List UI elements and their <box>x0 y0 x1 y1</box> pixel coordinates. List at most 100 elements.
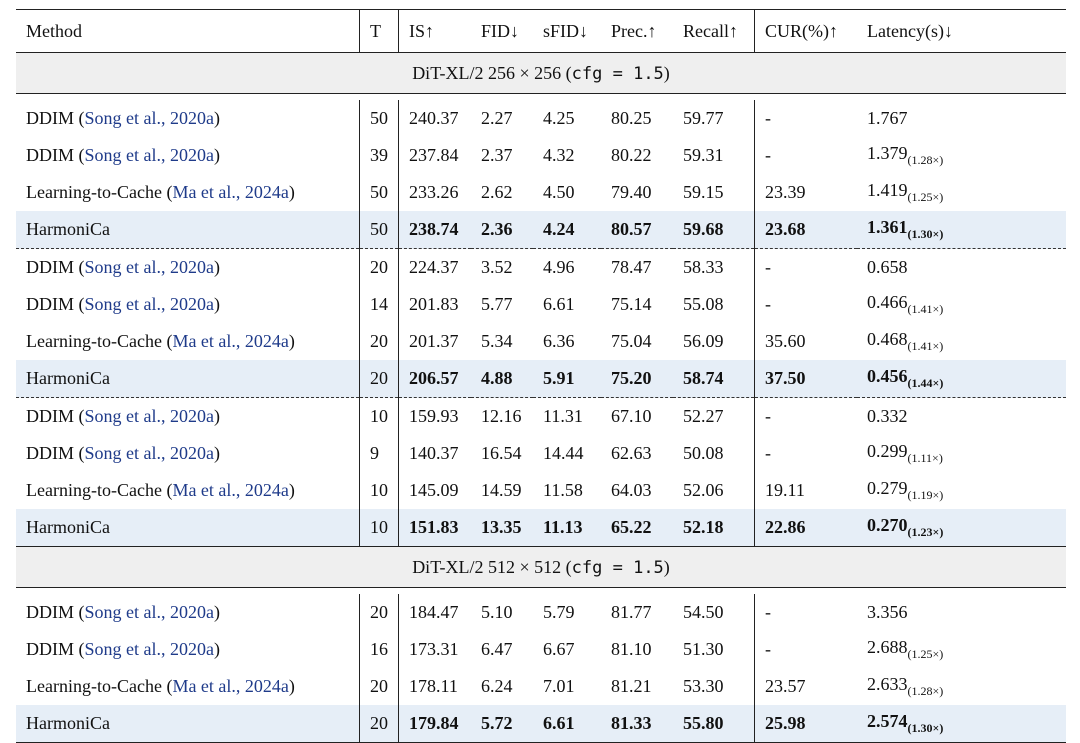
section-header-row: DiT-XL/2 512 × 512 (cfg = 1.5) <box>16 546 1066 588</box>
sfid-cell: 6.61 <box>543 294 575 314</box>
header-latency: Latency(s)↓ <box>857 9 1066 53</box>
speedup-subscript: (1.11×) <box>907 451 943 465</box>
sfid-cell: 4.32 <box>543 145 575 165</box>
method-cell: Learning-to-Cache (Ma et al., 2024a) <box>16 668 360 705</box>
header-t: T <box>359 9 399 53</box>
table-row: Learning-to-Cache (Ma et al., 2024a) 20 17… <box>16 668 1066 705</box>
method-cell: DDIM (Song et al., 2020a) <box>16 631 360 668</box>
method-cell: DDIM (Song et al., 2020a) <box>16 398 360 436</box>
recall-cell: 53.30 <box>683 676 724 696</box>
speedup-subscript: (1.25×) <box>907 190 944 204</box>
method-cell: DDIM (Song et al., 2020a) <box>16 249 360 287</box>
citation-link: Ma et al., 2024a <box>172 676 289 696</box>
recall-cell: 59.77 <box>683 108 724 128</box>
prec-cell: 75.04 <box>611 331 652 351</box>
fid-cell: 2.62 <box>481 182 513 202</box>
fid-cell: 5.77 <box>481 294 513 314</box>
prec-cell: 81.10 <box>611 639 652 659</box>
t-cell: 20 <box>359 360 399 398</box>
cite-close: ) <box>288 182 295 202</box>
method-name: Learning-to-Cache <box>26 480 162 500</box>
table-row: DDIM (Song et al., 2020a) 14 201.83 5.77 6.6… <box>16 286 1066 323</box>
method-cell: Learning-to-Cache (Ma et al., 2024a) <box>16 174 360 211</box>
citation-link: Song et al., 2020a <box>84 639 214 659</box>
t-cell: 20 <box>359 668 399 705</box>
recall-cell: 58.74 <box>673 360 755 398</box>
speedup-subscript: (1.44×) <box>907 376 944 390</box>
cur-cell: 37.50 <box>754 360 857 398</box>
latency-value: 0.468 <box>867 329 908 349</box>
is-cell: 206.57 <box>398 360 471 398</box>
method-cell: DDIM (Song et al., 2020a) <box>16 137 360 174</box>
section-title: DiT-XL/2 512 × 512 (cfg = 1.5) <box>16 546 1066 588</box>
fid-cell: 2.27 <box>481 108 513 128</box>
header-cur: CUR(%)↑ <box>754 9 857 53</box>
is-cell: 145.09 <box>398 472 471 509</box>
cite-open: ( <box>74 602 85 622</box>
method-name: HarmoniCa <box>26 368 110 388</box>
prec-cell: 80.57 <box>601 211 673 249</box>
prec-cell: 81.77 <box>611 602 652 622</box>
fid-cell: 5.34 <box>481 331 513 351</box>
recall-cell: 59.15 <box>683 182 724 202</box>
recall-cell: 55.80 <box>673 705 755 743</box>
method-cell: HarmoniCa <box>16 705 360 743</box>
header-is: IS↑ <box>398 9 471 53</box>
sfid-cell: 4.50 <box>543 182 575 202</box>
method-name: DDIM <box>26 145 74 165</box>
citation-link: Song et al., 2020a <box>84 602 214 622</box>
method-cell: Learning-to-Cache (Ma et al., 2024a) <box>16 323 360 360</box>
method-cell: HarmoniCa <box>16 360 360 398</box>
latency-cell: 2.688(1.25×) <box>857 631 1066 668</box>
latency-cell: 0.466(1.41×) <box>857 286 1066 323</box>
cite-close: ) <box>213 108 220 128</box>
is-cell: 179.84 <box>398 705 471 743</box>
cite-open: ( <box>74 145 85 165</box>
cite-open: ( <box>74 443 85 463</box>
t-cell: 16 <box>359 631 399 668</box>
table-row: DDIM (Song et al., 2020a) 20 184.47 5.10 5.7… <box>16 594 1066 631</box>
sfid-cell: 4.24 <box>533 211 601 249</box>
is-cell: 238.74 <box>398 211 471 249</box>
cur-cell: - <box>754 248 857 286</box>
cite-close: ) <box>213 406 220 426</box>
table-row: HarmoniCa 10 151.83 13.35 11.13 65.22 52.18 22.… <box>16 509 1066 547</box>
fid-cell: 2.37 <box>481 145 513 165</box>
citation-link: Song et al., 2020a <box>84 257 214 277</box>
section-title-suffix: ) <box>663 556 670 577</box>
section-title-prefix: DiT-XL/2 256 × 256 ( <box>412 62 572 83</box>
method-name: Learning-to-Cache <box>26 676 162 696</box>
recall-cell: 52.27 <box>683 406 724 426</box>
fid-cell: 6.47 <box>481 639 513 659</box>
prec-cell: 64.03 <box>611 480 652 500</box>
latency-value: 0.332 <box>867 406 908 426</box>
speedup-subscript: (1.30×) <box>907 721 944 735</box>
is-cell: 224.37 <box>398 248 471 286</box>
latency-cell: 2.574(1.30×) <box>857 705 1066 743</box>
recall-cell: 52.18 <box>673 509 755 547</box>
latency-value: 2.633 <box>867 674 908 694</box>
table-row: HarmoniCa 20 206.57 4.88 5.91 75.20 58.74 37.50… <box>16 360 1066 398</box>
latency-cell: 1.361(1.30×) <box>857 211 1066 249</box>
t-cell: 20 <box>359 248 399 286</box>
method-name: DDIM <box>26 639 74 659</box>
sfid-cell: 6.61 <box>533 705 601 743</box>
fid-cell: 3.52 <box>481 257 513 277</box>
cite-close: ) <box>288 676 295 696</box>
citation-link: Ma et al., 2024a <box>172 480 289 500</box>
is-cell: 178.11 <box>398 668 471 705</box>
fid-cell: 5.72 <box>471 705 533 743</box>
fid-cell: 6.24 <box>481 676 513 696</box>
cur-cell: - <box>754 631 857 668</box>
method-cell: DDIM (Song et al., 2020a) <box>16 286 360 323</box>
speedup-subscript: (1.41×) <box>907 339 944 353</box>
speedup-subscript: (1.19×) <box>907 488 944 502</box>
cite-close: ) <box>213 294 220 314</box>
latency-value: 1.379 <box>867 143 908 163</box>
is-cell: 233.26 <box>398 174 471 211</box>
method-name: DDIM <box>26 406 74 426</box>
sfid-cell: 5.79 <box>543 602 575 622</box>
speedup-subscript: (1.28×) <box>907 684 944 698</box>
method-cell: Learning-to-Cache (Ma et al., 2024a) <box>16 472 360 509</box>
t-cell: 20 <box>359 594 399 631</box>
